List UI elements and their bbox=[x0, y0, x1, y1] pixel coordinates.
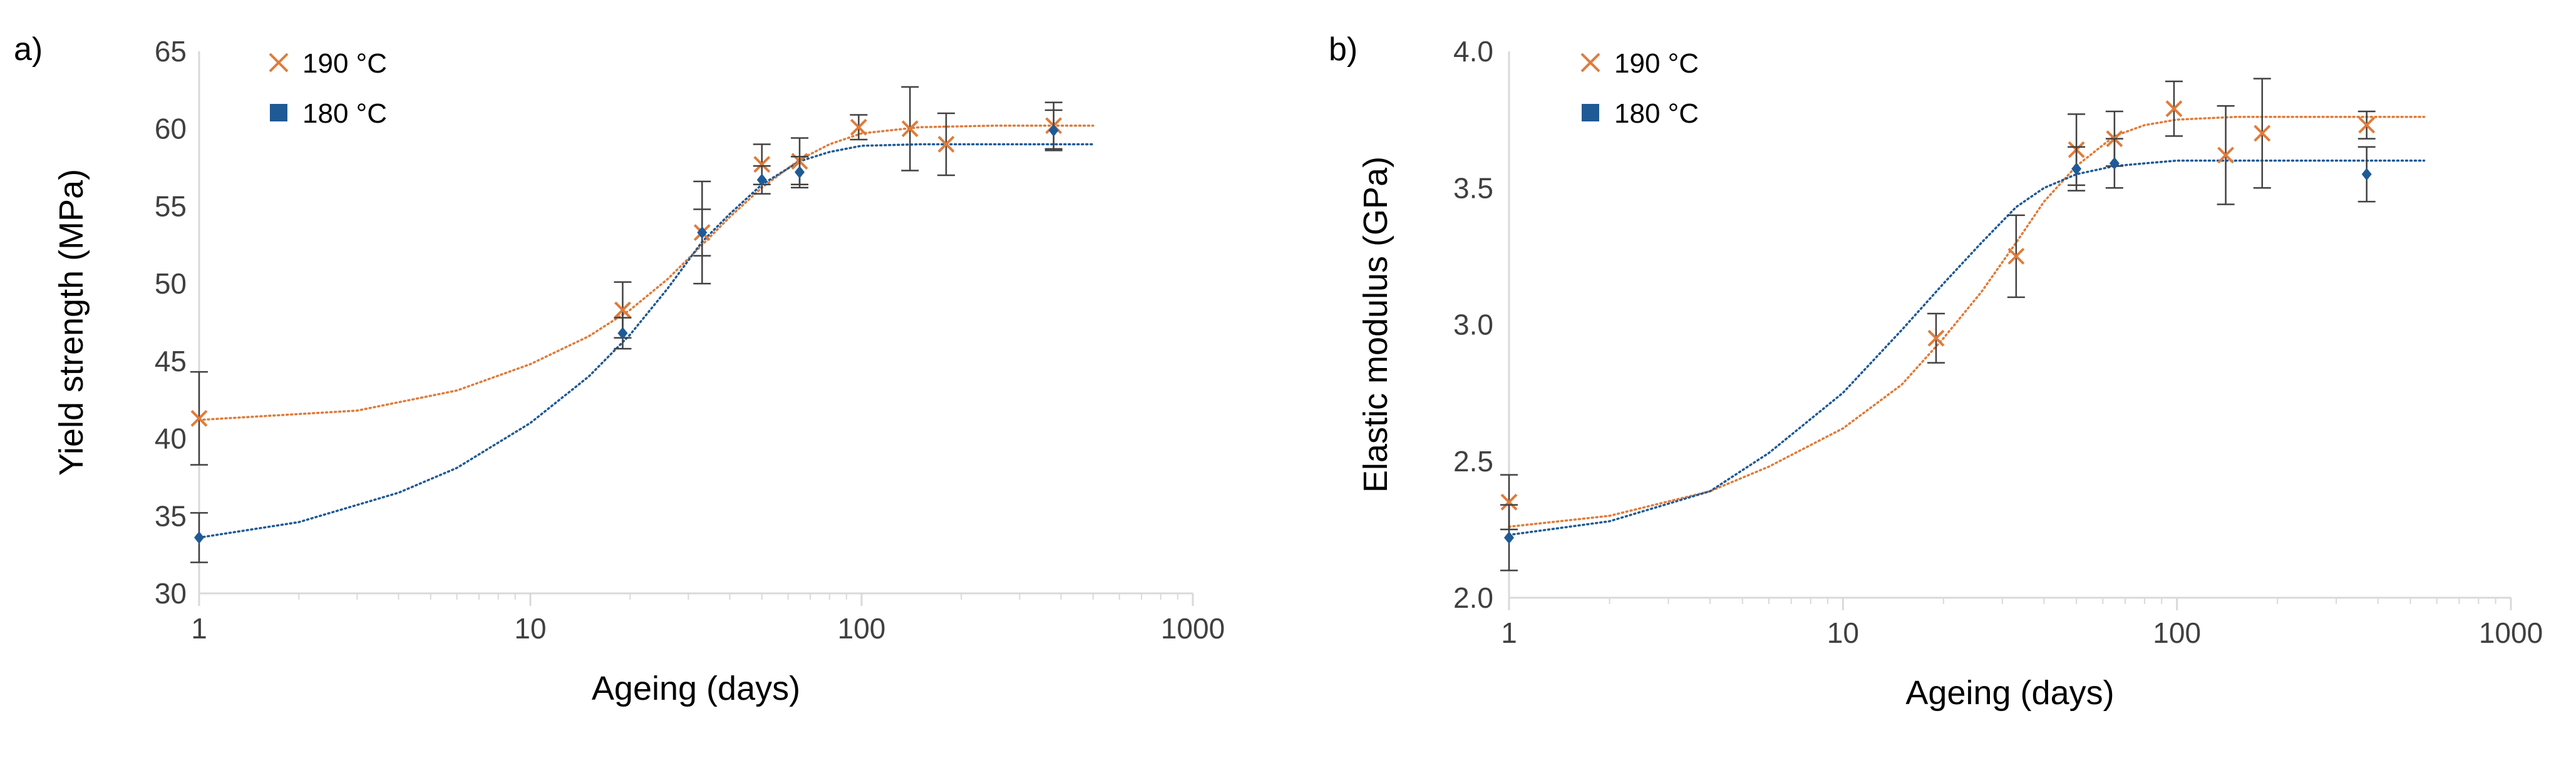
data-point-190 bbox=[850, 118, 867, 136]
data-point-190 bbox=[901, 120, 919, 138]
data-point-180 bbox=[2361, 168, 2372, 181]
x-tick-label: 100 bbox=[2153, 617, 2201, 649]
legend-marker-180 bbox=[1582, 104, 1599, 121]
panel-yield-strength: a) 1 10 100 1000 30 35 40 45 50 55 60 65 Ageing (days… bbox=[14, 31, 1225, 707]
data-point-190 bbox=[753, 156, 771, 173]
marker-stroke bbox=[2007, 247, 2025, 265]
data-point-190 bbox=[1500, 493, 1518, 511]
x-tick-label: 10 bbox=[1827, 617, 1859, 649]
marker-stroke bbox=[1580, 53, 1600, 73]
trend-line-190 bbox=[198, 125, 1095, 421]
x-tick-label: 100 bbox=[838, 612, 886, 645]
y-tick-label: 2.5 bbox=[1453, 445, 1493, 478]
panel-label: a) bbox=[14, 31, 43, 68]
legend-label-180: 180 °C bbox=[1614, 98, 1699, 129]
marker-stroke bbox=[2165, 100, 2183, 118]
data-point-180 bbox=[194, 531, 204, 544]
panel-elastic-modulus: b) 1 10 100 1000 2.0 2.5 3.0 3.5 4.0 Ageing (days)… bbox=[1329, 31, 2543, 712]
trend-line-190 bbox=[1508, 116, 2426, 528]
data-point-190 bbox=[190, 409, 208, 427]
marker-stroke bbox=[2254, 125, 2271, 142]
y-tick-label: 60 bbox=[155, 113, 187, 145]
y-axis-title: Elastic modulus (GPa) bbox=[1357, 156, 1394, 493]
x-axis-title: Ageing (days) bbox=[592, 670, 800, 707]
legend-marker-190 bbox=[1580, 53, 1600, 73]
data-point-180 bbox=[756, 173, 767, 187]
marker-stroke bbox=[1927, 329, 1945, 347]
data-point-180 bbox=[2071, 162, 2082, 175]
data-point-190 bbox=[2254, 125, 2271, 142]
y-tick-label: 2.0 bbox=[1453, 581, 1493, 614]
legend-label-190: 190 °C bbox=[1614, 48, 1699, 79]
y-tick-label: 4.0 bbox=[1453, 35, 1493, 68]
data-point-190 bbox=[1927, 329, 1945, 347]
data-point-190 bbox=[937, 136, 955, 153]
y-tick-label: 35 bbox=[155, 499, 187, 532]
data-point-180 bbox=[795, 165, 805, 178]
x-tick-label: 10 bbox=[514, 612, 546, 645]
legend: 190 °C 180 °C bbox=[269, 48, 387, 129]
data-point-190 bbox=[2217, 146, 2235, 164]
y-tick-label: 55 bbox=[155, 190, 187, 222]
data-point-190 bbox=[2165, 100, 2183, 118]
y-tick-label: 45 bbox=[155, 345, 187, 377]
trend-line-180 bbox=[198, 143, 1095, 539]
data-point-190 bbox=[614, 301, 631, 319]
marker-stroke bbox=[614, 301, 631, 319]
x-tick-label: 1000 bbox=[2479, 617, 2543, 649]
trend-line-180 bbox=[1508, 159, 2426, 536]
legend-label-190: 190 °C bbox=[302, 48, 387, 79]
legend-marker-180 bbox=[270, 104, 287, 121]
x-axis-title: Ageing (days) bbox=[1905, 674, 2114, 712]
y-axis-title: Yield strength (MPa) bbox=[53, 169, 90, 476]
y-tick-label: 3.5 bbox=[1453, 172, 1493, 204]
y-tick-label: 50 bbox=[155, 267, 187, 300]
data-point-180 bbox=[1504, 531, 1514, 544]
marker-stroke bbox=[901, 120, 919, 138]
data-point-180 bbox=[2109, 156, 2120, 170]
panel-label: b) bbox=[1329, 31, 1358, 68]
y-tick-label: 30 bbox=[155, 577, 187, 610]
data-point-180 bbox=[1048, 124, 1059, 137]
marker-stroke bbox=[269, 53, 289, 73]
marker-stroke bbox=[1500, 493, 1518, 511]
marker-stroke bbox=[2358, 116, 2376, 134]
x-tick-label: 1000 bbox=[1161, 612, 1225, 645]
marker-stroke bbox=[850, 118, 867, 136]
marker-stroke bbox=[753, 156, 771, 173]
y-tick-label: 65 bbox=[155, 35, 187, 68]
x-tick-label: 1 bbox=[1501, 617, 1517, 649]
marker-stroke bbox=[937, 136, 955, 153]
legend-label-180: 180 °C bbox=[302, 98, 387, 129]
x-tick-label: 1 bbox=[191, 612, 207, 645]
data-point-180 bbox=[697, 226, 708, 239]
data-point-180 bbox=[617, 327, 628, 340]
y-tick-label: 40 bbox=[155, 422, 187, 455]
legend-marker-190 bbox=[269, 53, 289, 73]
legend: 190 °C 180 °C bbox=[1580, 48, 1699, 129]
data-point-190 bbox=[2358, 116, 2376, 134]
data-point-190 bbox=[2007, 247, 2025, 265]
marker-stroke bbox=[190, 409, 208, 427]
marker-stroke bbox=[2217, 146, 2235, 164]
y-tick-label: 3.0 bbox=[1453, 309, 1493, 341]
